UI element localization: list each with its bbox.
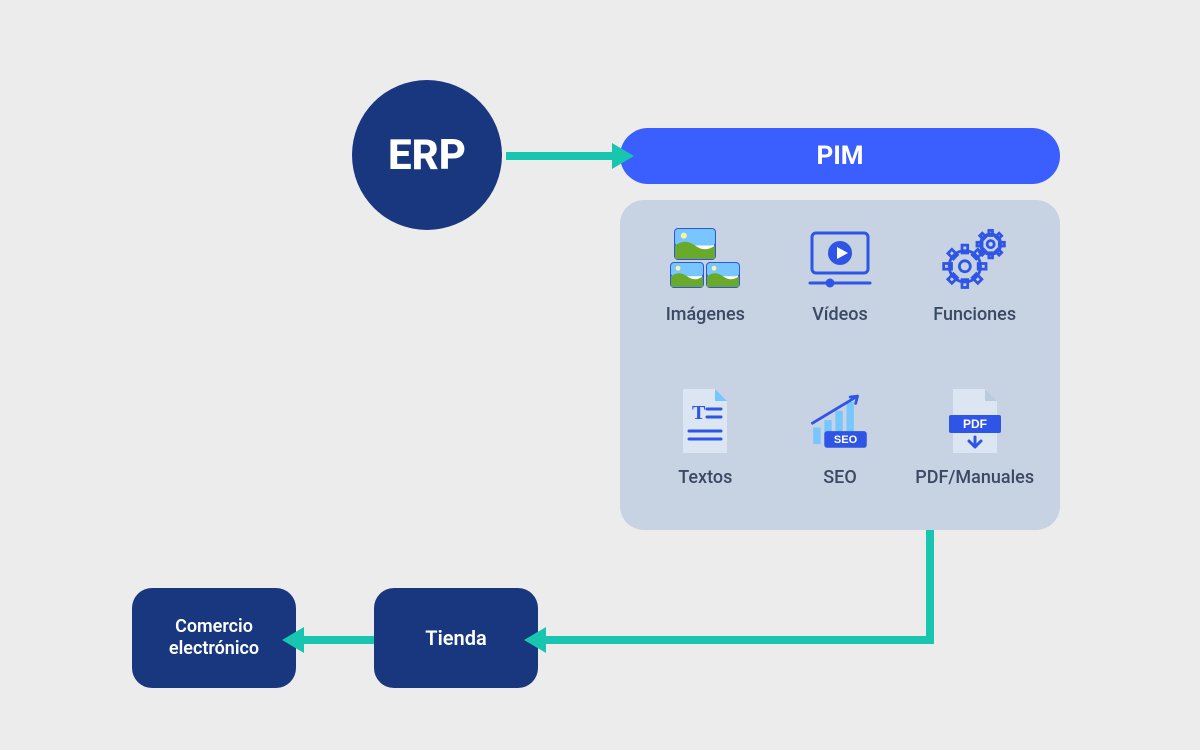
feature-videos: Vídeos <box>773 222 908 357</box>
erp-node: ERP <box>352 80 502 230</box>
feature-imagenes: Imágenes <box>638 222 773 357</box>
arrow-head-panel-to-tienda <box>524 627 546 653</box>
pim-node: PIM <box>620 128 1060 184</box>
feature-pdf: PDF PDF/Manuales <box>907 385 1042 520</box>
feature-label-imagenes: Imágenes <box>666 304 745 325</box>
arrow-tienda-to-ecom <box>302 636 374 644</box>
pdf-icon: PDF <box>939 385 1011 457</box>
svg-text:T: T <box>692 402 706 424</box>
tienda-node: Tienda <box>374 588 538 688</box>
seo-icon: SEO <box>804 385 876 457</box>
images-icon <box>669 222 741 294</box>
textdoc-icon: T <box>669 385 741 457</box>
feature-label-pdf: PDF/Manuales <box>915 467 1034 488</box>
feature-label-funciones: Funciones <box>933 304 1016 325</box>
feature-label-textos: Textos <box>678 467 732 488</box>
arrow-panel-to-tienda <box>544 636 934 644</box>
feature-textos: T Textos <box>638 385 773 520</box>
gears-icon <box>939 222 1011 294</box>
arrow-panel-down <box>926 530 934 644</box>
feature-seo: SEO SEO <box>773 385 908 520</box>
svg-text:PDF: PDF <box>963 417 987 431</box>
svg-text:SEO: SEO <box>834 434 858 446</box>
arrow-head-erp-to-pim <box>612 143 634 169</box>
ecom-node: Comercio electrónico <box>132 588 296 688</box>
video-icon <box>804 222 876 294</box>
pim-features-grid: ImágenesVídeosFuncionesTTextosSEOSEOPDFP… <box>638 222 1042 520</box>
arrow-erp-to-pim <box>506 152 614 160</box>
diagram-stage: ERP PIM Tienda Comercio electrónico Imágenes… <box>0 0 1200 750</box>
feature-label-videos: Vídeos <box>812 304 868 325</box>
arrow-head-tienda-to-ecom <box>282 627 304 653</box>
feature-label-seo: SEO <box>823 467 856 488</box>
feature-funciones: Funciones <box>907 222 1042 357</box>
